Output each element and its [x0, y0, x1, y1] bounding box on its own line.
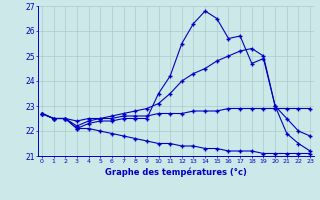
- X-axis label: Graphe des températures (°c): Graphe des températures (°c): [105, 167, 247, 177]
